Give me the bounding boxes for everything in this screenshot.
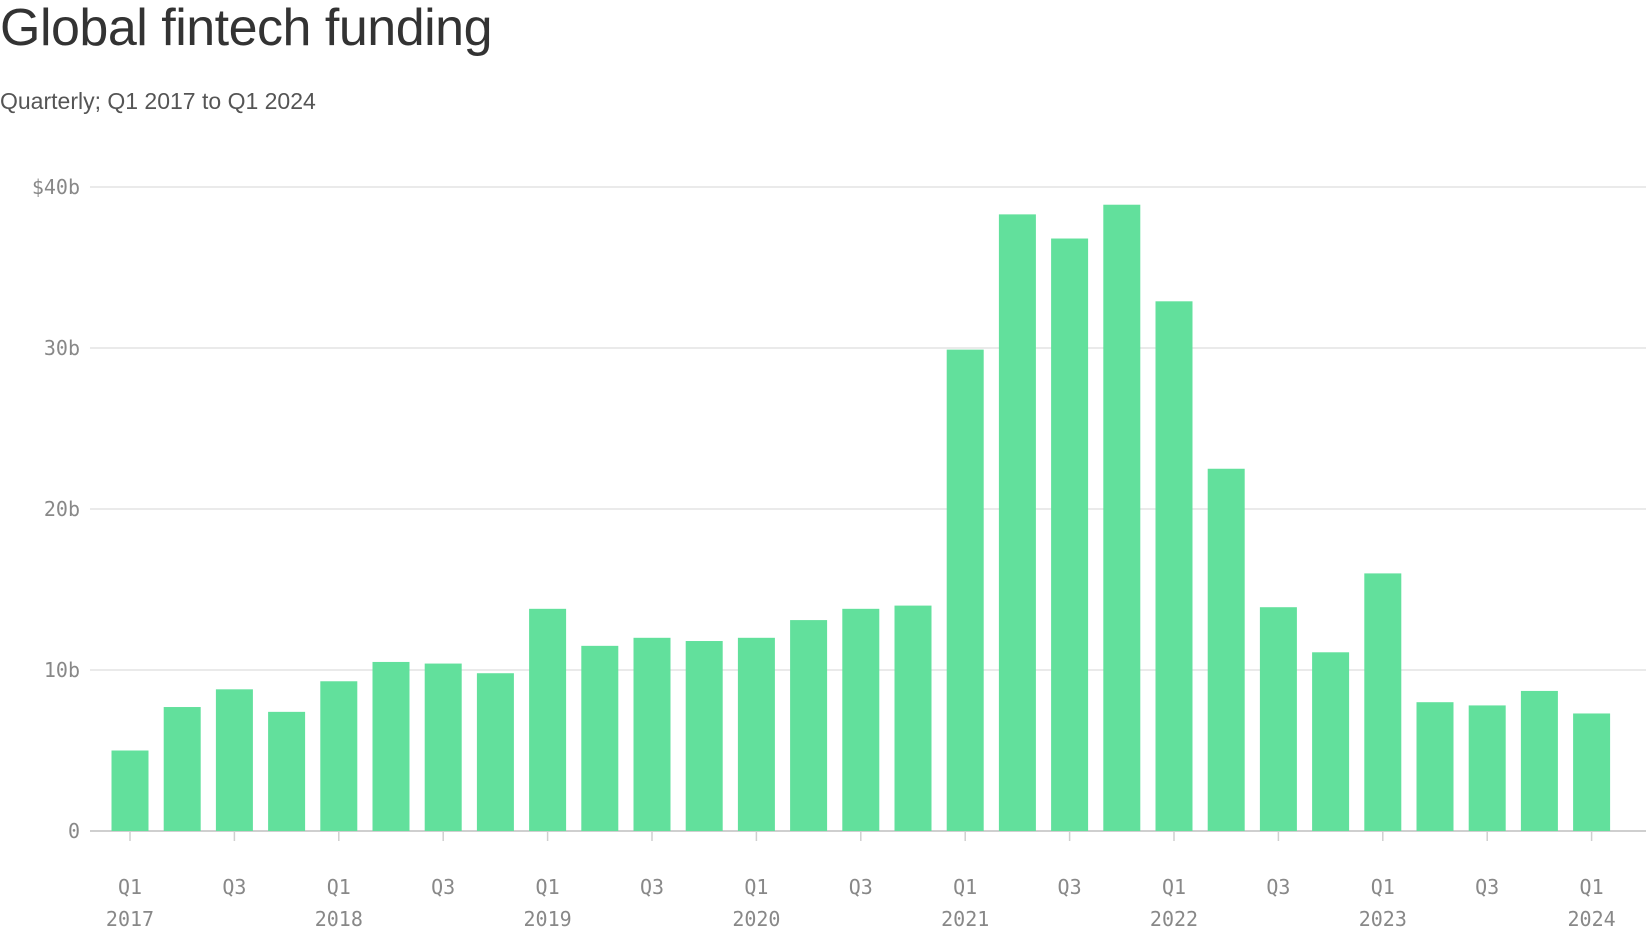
bar-q1-2021 [946,349,984,831]
x-tick-quarter-label: Q3 [640,875,664,899]
bar-q2-2018 [372,661,410,831]
x-tick-quarter-label: Q3 [849,875,873,899]
bar-q1-2018 [320,681,358,831]
x-tick-quarter-label: Q1 [1371,875,1395,899]
x-axis-ticks: Q1 2017 Q3 Q1 2018 Q3 Q1 2019 Q3 Q1 2020 Q3 Q1 2021 Q3… [106,831,1616,931]
bar-q4-2019 [685,641,723,831]
bar-q2-2017 [163,707,201,831]
chart-title: Global fintech funding [0,0,493,57]
bar-q3-2021 [1051,238,1089,831]
y-axis-ticks: 0 10b 20b 30b $40b [32,175,80,843]
bar-q4-2017 [268,711,306,831]
x-tick-year-label: 2022 [1150,907,1198,931]
x-tick-quarter-label: Q1 [536,875,560,899]
bar-q2-2019 [581,645,619,831]
y-tick-label: 20b [44,497,80,521]
x-tick-quarter-label: Q3 [1266,875,1290,899]
bar-q3-2023 [1468,705,1506,831]
bar-q2-2022 [1207,468,1245,831]
bar-q3-2019 [633,637,671,831]
bar-q1-2019 [529,608,567,831]
x-tick-quarter-label: Q3 [1058,875,1082,899]
bar-q1-2017 [111,750,149,831]
bar-q2-2023 [1416,702,1454,831]
bar-q1-2024 [1573,713,1611,831]
bar-q3-2020 [842,608,880,831]
x-tick-quarter-label: Q1 [118,875,142,899]
bar-q3-2018 [424,663,462,831]
x-tick-quarter-label: Q3 [431,875,455,899]
x-tick-year-label: 2018 [315,907,363,931]
bar-q4-2020 [894,605,932,831]
bar-q1-2020 [737,637,775,831]
bar-q4-2023 [1520,690,1558,831]
bar-q3-2022 [1259,607,1297,831]
x-tick-quarter-label: Q1 [327,875,351,899]
x-tick-quarter-label: Q1 [1580,875,1604,899]
chart-subtitle: Quarterly; Q1 2017 to Q1 2024 [0,88,316,114]
bar-q1-2022 [1155,301,1193,831]
y-tick-label: 30b [44,336,80,360]
x-tick-year-label: 2021 [941,907,989,931]
x-tick-quarter-label: Q1 [953,875,977,899]
y-tick-label: 10b [44,658,80,682]
bar-q2-2021 [998,214,1036,831]
x-tick-year-label: 2020 [732,907,780,931]
x-tick-year-label: 2019 [524,907,572,931]
bar-q2-2020 [790,620,828,831]
x-tick-quarter-label: Q3 [1475,875,1499,899]
bar-q4-2022 [1312,652,1350,831]
bar-q3-2017 [215,689,253,831]
x-tick-year-label: 2017 [106,907,154,931]
x-tick-quarter-label: Q3 [222,875,246,899]
bars [111,204,1611,831]
x-tick-year-label: 2023 [1359,907,1407,931]
x-tick-quarter-label: Q1 [744,875,768,899]
bar-q4-2021 [1103,204,1141,831]
x-tick-year-label: 2024 [1568,907,1616,931]
bar-q4-2018 [476,673,514,831]
y-tick-label: $40b [32,175,80,199]
bar-q1-2023 [1364,573,1402,831]
y-tick-label: 0 [68,819,80,843]
x-tick-quarter-label: Q1 [1162,875,1186,899]
